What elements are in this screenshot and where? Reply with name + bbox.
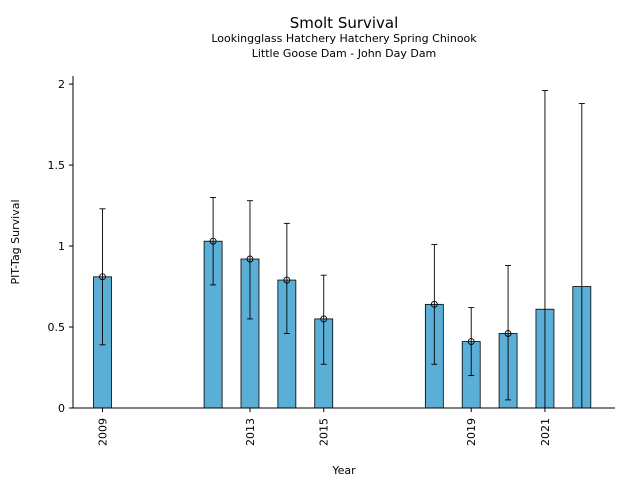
y-tick-label: 0 <box>58 402 65 415</box>
y-tick-label: 2 <box>58 78 65 91</box>
estimate-point-2014 <box>283 276 291 284</box>
estimate-point-2013 <box>246 255 254 263</box>
y-ticks: 0 0.5 1 1.5 2 <box>48 78 73 415</box>
y-tick-label: 1.5 <box>48 159 66 172</box>
x-tick-label: 2019 <box>465 418 478 446</box>
estimate-point-2020 <box>504 330 512 337</box>
estimate-point-2015 <box>320 315 328 323</box>
x-axis-label: Year <box>331 464 356 477</box>
x-tick-label: 2021 <box>539 418 552 446</box>
estimate-point-2009 <box>99 273 106 281</box>
chart-title: Smolt Survival <box>290 14 399 32</box>
points-layer <box>99 237 512 346</box>
x-tick-label: 2013 <box>244 418 257 446</box>
chart-subtitle-line-2: Little Goose Dam - John Day Dam <box>252 47 437 60</box>
x-tick-label: 2009 <box>96 418 109 446</box>
chart-subtitle-line-1: Lookingglass Hatchery Hatchery Spring Ch… <box>211 32 477 45</box>
x-tick-label: 2015 <box>318 418 331 446</box>
bars-layer <box>93 240 592 409</box>
y-axis-label: PIT-Tag Survival <box>9 199 22 284</box>
estimate-point-2018 <box>430 300 438 308</box>
x-ticks: 2009 2013 2015 2019 2021 <box>96 408 552 446</box>
y-tick-label: 0.5 <box>48 321 66 334</box>
error-bars-layer <box>99 90 585 409</box>
estimate-point-2019 <box>467 338 475 346</box>
estimate-point-2012 <box>209 237 217 245</box>
y-tick-label: 1 <box>58 240 65 253</box>
